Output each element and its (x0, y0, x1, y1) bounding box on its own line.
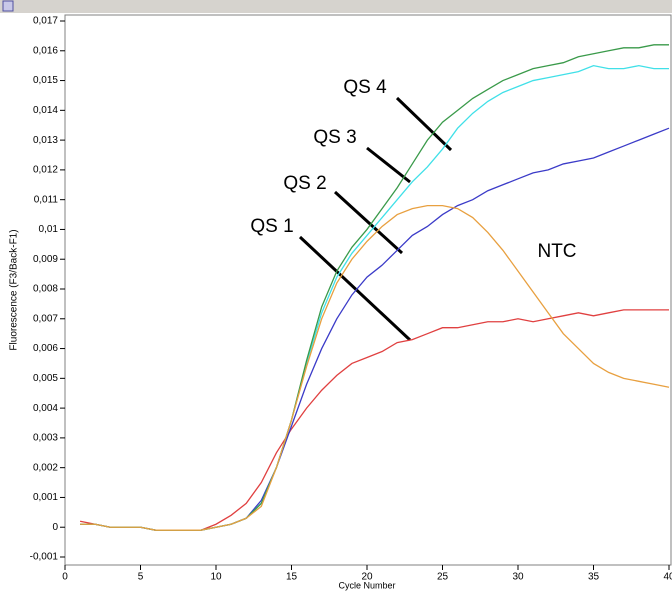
annotation: QS 1 (250, 216, 293, 237)
leader-line (333, 190, 404, 255)
window-bar (0, 0, 672, 13)
y-tick-label: 0,007 (33, 313, 58, 324)
y-tick-label: 0,005 (33, 373, 58, 384)
x-tick-label: 35 (588, 572, 600, 583)
series-line (80, 204, 670, 531)
annotation: QS 4 (343, 77, 387, 98)
y-tick-label: 0,013 (33, 135, 58, 146)
window-icon (2, 0, 14, 12)
leader-line (298, 235, 412, 342)
y-tick-label: 0,01 (39, 224, 59, 235)
y-tick-label: 0,003 (33, 433, 58, 444)
y-tick-label: 0,009 (33, 254, 58, 265)
plot-area (64, 14, 672, 566)
x-tick-label: 40 (663, 572, 672, 583)
y-tick-label: 0,006 (33, 343, 58, 354)
x-tick-label: 10 (210, 572, 222, 583)
y-tick-label: 0,015 (33, 75, 58, 86)
y-tick-label: 0,017 (33, 16, 58, 27)
annotation: QS 3 (313, 127, 356, 148)
leader-line (366, 146, 411, 184)
leader-lines (298, 96, 453, 342)
annotation: QS 2 (283, 173, 326, 194)
y-tick-label: 0,008 (33, 284, 58, 295)
leader-line (395, 96, 453, 152)
y-tick-label: -0,001 (30, 552, 59, 563)
y-tick-label: 0,004 (33, 403, 58, 414)
y-axis-label: Fluorescence (F3/Back-F1) (9, 229, 20, 350)
x-tick-label: 15 (286, 572, 298, 583)
x-tick-label: 5 (138, 572, 144, 583)
x-tick-label: 25 (437, 572, 449, 583)
x-tick-label: 0 (62, 572, 68, 583)
x-tick-label: 30 (512, 572, 524, 583)
y-tick-label: 0,001 (33, 492, 58, 503)
y-tick-label: 0,016 (33, 45, 58, 56)
y-tick-label: 0,002 (33, 462, 58, 473)
x-tick-label: 20 (361, 572, 373, 583)
y-tick-label: 0,012 (33, 165, 58, 176)
y-tick-label: 0,014 (33, 105, 58, 116)
x-axis-label: Cycle Number (338, 580, 395, 590)
y-tick-label: 0,011 (34, 194, 59, 205)
y-tick-label: 0 (52, 522, 58, 533)
annotation: NTC (537, 241, 576, 262)
